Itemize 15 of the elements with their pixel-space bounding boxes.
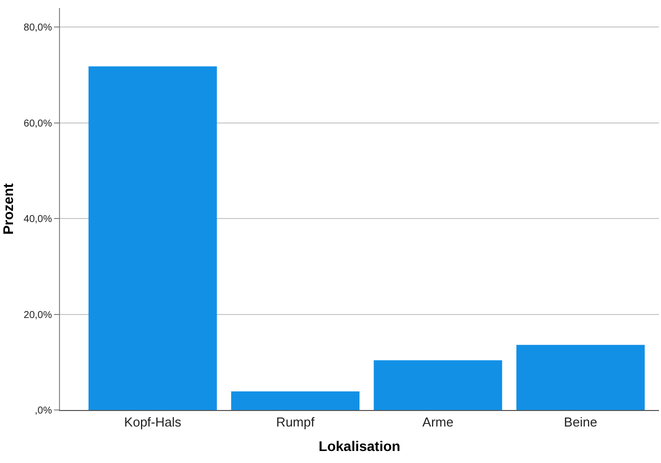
bar [88,66,217,410]
y-axis-title: Prozent [0,182,16,235]
bar [516,344,645,410]
x-tick-label: Rumpf [276,414,315,430]
x-tick-label: Arme [422,414,454,430]
y-tick-label: 60,0% [24,118,52,130]
x-tick-label: Kopf-Hals [124,414,182,430]
y-tick-label: 20,0% [24,310,52,321]
bar [374,360,502,410]
x-tick-label: Beine [564,414,598,430]
y-tick-label: ,0% [34,406,52,416]
y-tick-label: 80,0% [24,22,52,34]
x-axis-title: Lokalisation [318,438,400,454]
bar [231,391,360,410]
y-tick-label: 40,0% [24,214,52,226]
